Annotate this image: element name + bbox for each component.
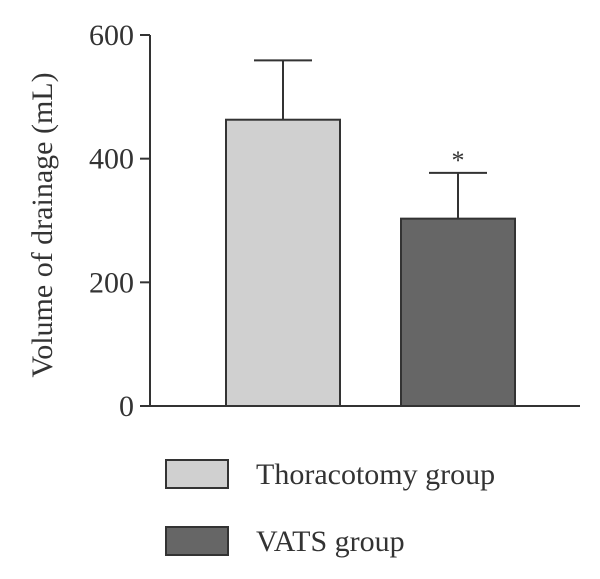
y-tick-label: 600 [89,19,134,52]
plot-area: 0 200 400 600 * [89,19,580,423]
y-axis-label: Volume of drainage (mL) [26,72,59,377]
legend-swatch-vats [165,526,229,556]
significance-asterisk: * [452,146,465,175]
y-tick-label: 0 [119,390,134,423]
bars [225,118,516,407]
bar-thoracotomy [225,118,341,407]
y-tick-label: 400 [89,143,134,176]
error-bars [254,59,487,219]
legend-label: Thoracotomy group [256,458,495,491]
legend-label: VATS group [256,525,405,558]
y-tick-label: 200 [89,266,134,299]
bar-vats [400,217,516,407]
legend-swatch-thoracotomy [165,459,229,489]
legend: Thoracotomy group VATS group [165,458,495,558]
y-ticks: 0 200 400 600 [89,19,150,423]
significance-marks: * [452,146,465,175]
